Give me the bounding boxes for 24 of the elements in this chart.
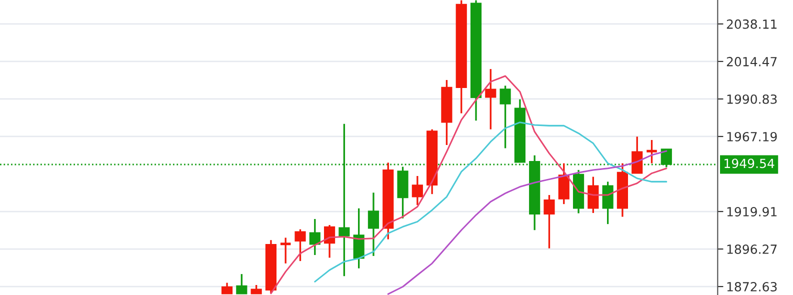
y-tick-label: 1872.63 <box>727 282 777 292</box>
candlestick <box>368 192 380 257</box>
candlestick <box>412 175 423 206</box>
y-tick-label: 1919.91 <box>727 206 777 216</box>
candlestick <box>588 176 599 214</box>
y-tick-label: 1990.83 <box>727 94 777 104</box>
y-tick-label: 1896.27 <box>727 244 777 254</box>
candlestick <box>485 68 496 130</box>
line-series <box>314 122 668 282</box>
candlestick <box>602 180 614 225</box>
candlestick <box>500 84 511 150</box>
candlestick <box>236 273 248 295</box>
candlestick <box>294 228 306 262</box>
candlestick <box>309 218 320 256</box>
candlestick <box>279 236 292 264</box>
y-tick-label: 2038.11 <box>726 19 777 29</box>
candlestick <box>544 194 555 250</box>
candlestick <box>632 136 643 174</box>
y-tick-label: 1967.19 <box>727 132 777 142</box>
ref-line-label: 1949.54 <box>724 158 774 168</box>
candlestick <box>558 162 570 205</box>
line-series <box>270 75 668 294</box>
y-tick-label: 2014.47 <box>726 56 777 66</box>
candlestick <box>221 282 233 295</box>
